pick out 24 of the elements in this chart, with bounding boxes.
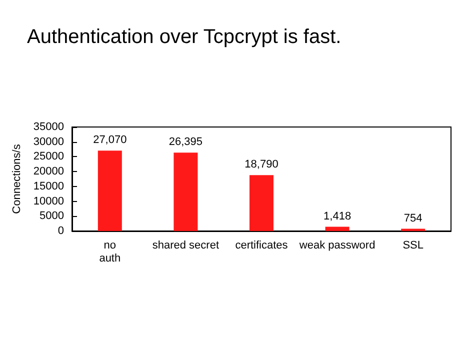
data-label: 754 [404, 212, 422, 224]
y-tick-label: 5000 [40, 210, 64, 222]
x-tick-label: SSL [402, 240, 424, 252]
data-label: 1,418 [324, 210, 352, 222]
bar [98, 150, 122, 231]
bar [325, 226, 350, 231]
y-tick-label: 10000 [33, 195, 64, 208]
x-tick-label: weak password [298, 240, 376, 252]
x-tick-label: certificates [235, 240, 288, 252]
y-tick-label: 30000 [33, 136, 64, 148]
y-tick-label: 0 [58, 225, 64, 237]
y-axis-title: Connections/s [11, 144, 24, 214]
y-tick-label: 25000 [33, 150, 64, 163]
data-label: 26,395 [168, 136, 203, 148]
bar [174, 152, 198, 231]
y-tick-label: 20000 [33, 166, 64, 178]
chart-title: Authentication over Tcpcrypt is fast. [27, 26, 342, 48]
x-tick-label: no auth [99, 240, 121, 264]
x-tick-label: shared secret [152, 240, 220, 252]
data-label: 18,790 [244, 158, 278, 171]
y-tick-label: 15000 [33, 180, 64, 192]
y-tick-label: 35000 [33, 121, 64, 133]
bar [250, 175, 274, 231]
data-label: 27,070 [93, 134, 127, 146]
